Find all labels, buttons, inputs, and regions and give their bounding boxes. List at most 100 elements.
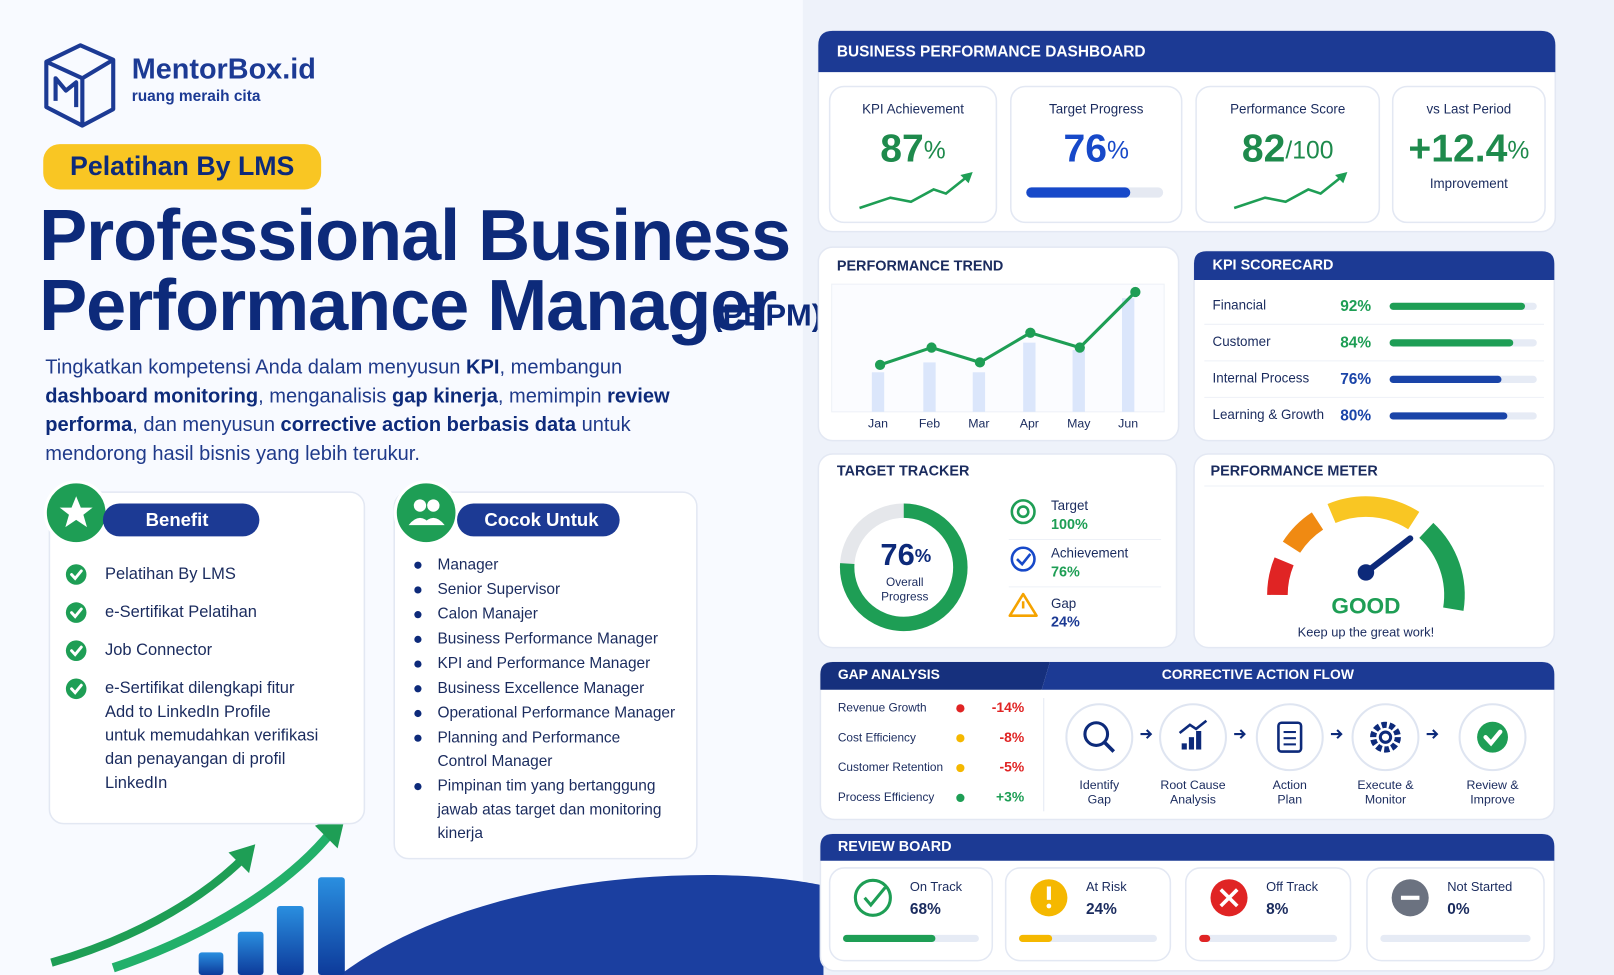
cocok-title: Cocok Untuk: [484, 509, 599, 530]
tracker-card: [817, 453, 1178, 649]
gap-label: +3%: [996, 789, 1024, 805]
flow-title: CORRECTIVE ACTION FLOW: [1162, 666, 1355, 682]
trend-bar: [972, 372, 986, 412]
bullet: [414, 782, 422, 791]
icon-chart: [1196, 730, 1202, 750]
kpi-number: 76: [1064, 128, 1108, 171]
scorecard-bar: [1389, 339, 1514, 347]
review-bar: [843, 934, 936, 943]
trend-bar: [923, 362, 936, 412]
kpi-value: 82/100: [1242, 128, 1334, 171]
status-icon: [853, 878, 892, 917]
description-segment: gap kinerja: [392, 386, 499, 408]
description-line: dashboard monitoring, menganalisis gap k…: [45, 386, 670, 408]
flow-label: Analysis: [1170, 793, 1216, 807]
cocok-item: Business Performance Manager: [437, 630, 658, 647]
kpi-value: +12.4%: [1408, 128, 1529, 171]
check-mark: [70, 607, 83, 619]
kpi-unit: /100: [1285, 137, 1333, 164]
benefit-item: LinkedIn: [105, 774, 167, 792]
review-bar: [1199, 934, 1211, 943]
gap-name: Cost Efficiency: [838, 730, 916, 744]
cocok-item: Control Manager: [437, 753, 552, 770]
bullet: [414, 611, 422, 619]
review-header: [820, 833, 1555, 861]
flow-label: Identify: [1079, 778, 1120, 792]
review-title: REVIEW BOARD: [838, 839, 952, 855]
icon-chart: [1188, 737, 1195, 750]
gap-name: Process Efficiency: [838, 790, 934, 804]
flow-arrow: [1140, 729, 1153, 739]
donut-number: 76: [880, 537, 914, 572]
trend-month: May: [1067, 416, 1091, 430]
gap-header: [820, 662, 1050, 690]
sparkline-head: [1335, 171, 1348, 184]
check-icon: [65, 564, 87, 585]
wave: [339, 875, 824, 975]
review-name: Off Track: [1266, 879, 1318, 894]
kpi-unit: %: [1507, 137, 1529, 164]
donut-unit: %: [915, 545, 931, 566]
review-track: [1380, 934, 1531, 943]
status-icon: [863, 886, 887, 908]
meter-title: PERFORMANCE METER: [1211, 463, 1379, 479]
check-icon: [1477, 721, 1508, 753]
badge: [43, 144, 322, 190]
description-segment: untuk: [576, 415, 632, 437]
trend-bar: [871, 372, 885, 412]
flow-label: Action: [1273, 778, 1307, 792]
kpi-unit: %: [924, 137, 946, 164]
flow-header: [1041, 662, 1555, 690]
gap-title: GAP ANALYSIS: [838, 666, 940, 682]
status-icon-mark: [1219, 888, 1239, 908]
cocok-item: KPI and Performance Manager: [437, 655, 650, 672]
gap-label: -5%: [1000, 759, 1025, 775]
sparkline-head: [960, 171, 973, 184]
star: [59, 496, 93, 528]
gap-dot: [956, 793, 965, 803]
flow-step: [1065, 703, 1134, 772]
benefit-item: e-Sertifikat dilengkapi fitur: [105, 679, 295, 697]
donut-value: 76%: [880, 537, 931, 572]
review-name: At Risk: [1086, 879, 1127, 894]
trend-bar: [1023, 342, 1036, 412]
check-mark: [70, 645, 83, 657]
kpi-value: 76%: [1064, 128, 1130, 171]
kpi-number: +12.4: [1408, 128, 1507, 171]
kpi-card: [1391, 85, 1546, 224]
meter-card: [1193, 453, 1556, 649]
trend-dot: [1025, 327, 1036, 338]
trend-bar: [1072, 350, 1085, 412]
description-segment: mendorong hasil bisnis yang lebih teruku…: [45, 443, 420, 465]
cocok-item: Planning and Performance: [437, 729, 620, 746]
target-icon: [1010, 499, 1036, 525]
kpi-label: vs Last Period: [1426, 102, 1511, 117]
progress-fill: [1026, 187, 1131, 198]
dashboard-header: [818, 30, 1556, 73]
gauge-segment: [1327, 496, 1420, 530]
gauge-segment: [1419, 522, 1465, 611]
scorecard-bar: [1389, 302, 1526, 310]
flow-label: Improve: [1470, 793, 1515, 807]
benefit-item: dan penayangan di profil: [105, 750, 285, 768]
flow-label: Root Cause: [1160, 778, 1225, 792]
gap-icon: [1008, 592, 1038, 617]
scorecard-name: Customer: [1213, 334, 1272, 349]
review-name: On Track: [910, 879, 963, 894]
cocok-item: Operational Performance Manager: [437, 705, 675, 722]
icon-clipboard: [1277, 721, 1303, 753]
gap-name: Customer Retention: [838, 760, 943, 774]
cocok-card: [393, 491, 698, 860]
cocok-item: Manager: [437, 556, 498, 573]
gap-dot: [956, 763, 965, 773]
flow-arrow: [1426, 729, 1439, 739]
review-label: 24%: [1086, 901, 1117, 918]
flow-label: Plan: [1277, 793, 1302, 807]
person: [427, 499, 440, 512]
gauge-segment: [1267, 557, 1294, 596]
benefit-item: Job Connector: [105, 641, 213, 659]
brand-tagline: ruang meraih cita: [132, 88, 261, 105]
gap-label: -14%: [992, 699, 1024, 715]
